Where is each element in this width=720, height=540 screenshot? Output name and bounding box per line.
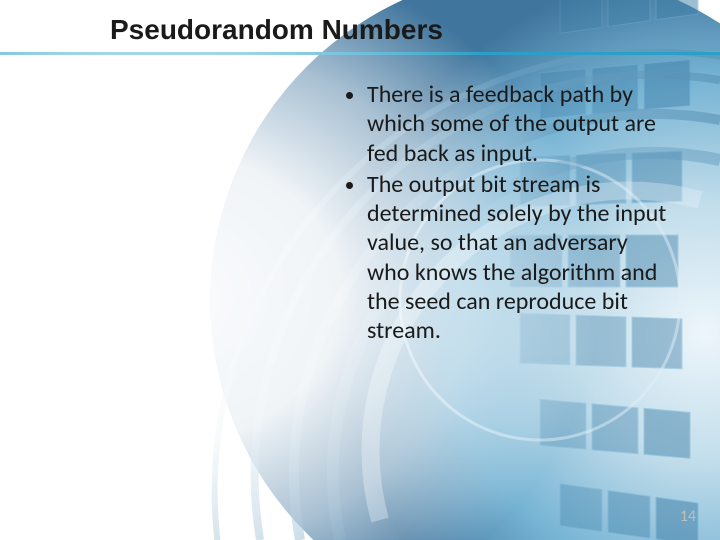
content-area: There is a feedback path by which some o…	[345, 80, 675, 345]
slide-title: Pseudorandom Numbers	[110, 14, 720, 46]
bullet-item: The output bit stream is determined sole…	[367, 170, 675, 346]
title-block: Pseudorandom Numbers	[0, 0, 720, 46]
bullet-list: There is a feedback path by which some o…	[345, 80, 675, 345]
page-number: 14	[680, 507, 696, 526]
bullet-item: There is a feedback path by which some o…	[367, 80, 675, 168]
